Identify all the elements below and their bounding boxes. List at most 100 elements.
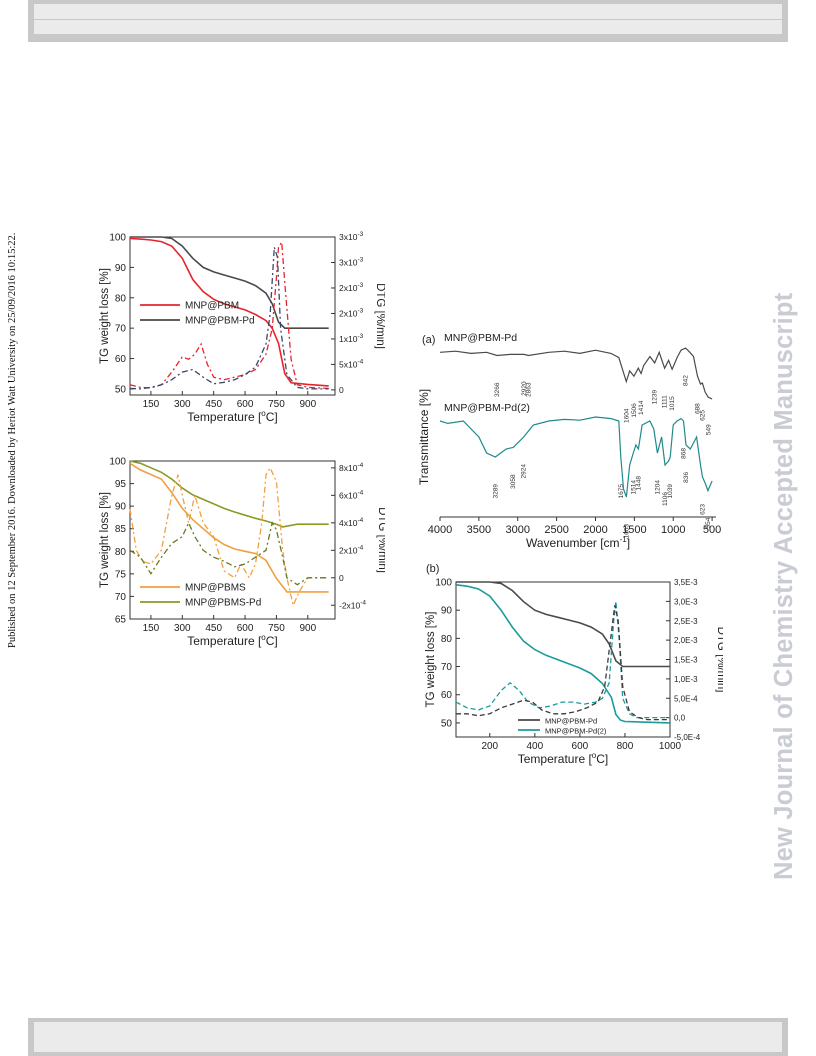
peak-label: 842 [683,375,690,386]
y-tick-label: 90 [115,263,127,274]
y-tick-label: 100 [435,578,452,589]
ftir-chart: 4000 3500 3000 2500 2000 1500 1000 500 Wavenumbe… [418,325,723,560]
y-tick-label: 70 [441,662,453,673]
x-tick-label: 150 [143,399,160,410]
y2-tick-label: 4x10-4 [339,517,364,528]
x-tick-label: 4000 [428,524,452,536]
peak-label: 1675 [618,484,625,499]
y-tick-label: 95 [115,479,127,490]
tg-chart-pbms: 150 300 450 600 750 900 65 70 75 80 85 90 95 100 -2x10… [85,447,385,657]
y-tick-label: 60 [115,354,127,365]
peak-label: 868 [681,448,688,459]
y-tick-label: 100 [109,457,126,468]
y-tick-label: 90 [115,502,127,513]
peak-label: 625 [699,410,706,421]
peak-label: 2924 [521,464,528,479]
y2-tick-label: 3x10-3 [339,256,364,267]
peak-label: 1239 [652,390,659,405]
tg-series-line-0 [129,462,329,593]
header-band-line [34,19,782,20]
legend-label: MNP@PBMS [185,583,246,594]
peak-label: 554 [705,517,712,528]
peak-label: 2920 [521,381,528,396]
plot-frame [129,236,336,396]
x-tick-label: 900 [299,623,316,634]
peak-label: 1514 [630,480,637,495]
header-band [28,0,788,42]
x-tick-label: 3000 [506,524,530,536]
peak-label: 1111 [662,395,669,408]
tg-series-line-0 [129,237,329,387]
x-tick-label: 500 [703,524,721,536]
y2-tick-label: 2,5E-3 [674,617,698,626]
legend-label: MNP@PBMS-Pd [185,598,261,609]
tg-chart-comparison-svg: 200 400 600 800 1000 50 60 70 80 90 100 -5,0E-4 0,0 5… [425,563,723,766]
peak-label: 836 [683,472,690,483]
y-tick-label: 100 [109,233,126,244]
x-tick-label: 1500 [622,524,646,536]
y-tick-label: 75 [115,569,127,580]
publication-side-note: Published on 12 September 2016. Download… [7,232,18,648]
peak-label: 1604 [623,408,630,423]
y-tick-label: 80 [441,634,453,645]
peak-label: 1506 [631,403,638,418]
peak-label: 623 [700,504,707,515]
panel-label: (a) [422,334,435,346]
peak-label: 1448 [635,476,642,491]
tg-chart-comparison: 200 400 600 800 1000 50 60 70 80 90 100 -5,0E-4 0,0 5… [418,560,723,775]
ftir-chart-svg: 4000 3500 3000 2500 2000 1500 1000 500 Wavenumbe… [418,332,721,550]
y2-tick-label: 2x10-3 [339,307,364,318]
dtg-series-line-3 [129,521,329,586]
y-tick-label: 80 [115,547,127,558]
peak-label: 1414 [638,400,645,415]
peak-label: 1204 [654,480,661,495]
x-tick-label: 400 [526,741,543,752]
spectrum-name-label: MNP@PBM-Pd [444,332,517,344]
ir-spectrum-line-1 [439,416,713,498]
y2-axis-label: DTG [%/min] [715,627,723,693]
y-tick-label: 50 [441,718,453,729]
y2-tick-label: 2x10-4 [339,544,364,555]
y2-tick-label: 8x10-4 [339,462,364,473]
tg-series-line-1 [455,584,671,724]
y2-tick-label: 3x10-3 [339,231,364,242]
dtg-series-line-3 [456,605,670,721]
y2-tick-label: 5x10-4 [339,358,364,369]
legend-label: MNP@PBM [185,301,239,312]
tg-chart-pbm-svg: 150 300 450 600 750 900 50 60 70 80 90 100 0 5x10-4 1x… [99,231,385,424]
tg-chart-pbms-svg: 150 300 450 600 750 900 65 70 75 80 85 90 95 100 -2x10… [99,457,385,649]
y-tick-label: 80 [115,293,127,304]
spectrum-name-label: MNP@PBM-Pd(2) [444,402,530,414]
plot-frame [129,460,336,620]
y2-tick-label: 6x10-4 [339,489,364,500]
y-tick-label: 90 [441,606,453,617]
peak-label: 3266 [494,382,501,397]
x-tick-label: 800 [617,741,634,752]
peak-label: 1603 [623,524,630,539]
x-tick-label: 750 [268,399,285,410]
x-tick-label: 150 [143,623,160,634]
legend-label: MNP@PBM-Pd [185,316,255,327]
y2-tick-label: -5,0E-4 [674,733,701,742]
x-tick-label: 3500 [467,524,491,536]
x-tick-label: 300 [174,623,191,634]
peak-label: 2863 [525,382,532,397]
x-tick-label: 600 [237,399,254,410]
y2-tick-label: 3,0E-3 [674,597,698,606]
y-tick-label: 70 [115,592,127,603]
y2-axis-label: DTG [%/min] [374,283,385,349]
y2-tick-label: 5,0E-4 [674,694,698,703]
x-tick-label: 300 [174,399,191,410]
peak-label: 1106 [662,492,669,506]
tg-series-line-1 [130,236,329,329]
y-tick-label: 85 [115,524,127,535]
y2-tick-label: 1x10-3 [339,333,364,344]
tg-chart-pbm: 150 300 450 600 750 900 50 60 70 80 90 100 0 5x10-4 1x… [85,225,385,440]
legend-label: MNP@PBM-Pd [545,717,597,726]
tg-series-line-1 [129,460,329,528]
footer-band [28,1018,788,1056]
x-tick-label: 450 [205,399,222,410]
x-tick-label: 600 [237,623,254,634]
peak-label: 3289 [492,484,499,499]
dtg-series-line-2 [455,601,670,719]
